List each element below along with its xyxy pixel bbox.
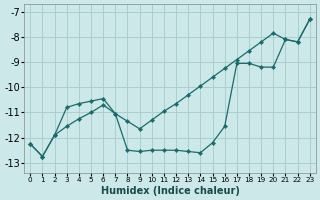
X-axis label: Humidex (Indice chaleur): Humidex (Indice chaleur) bbox=[100, 186, 239, 196]
